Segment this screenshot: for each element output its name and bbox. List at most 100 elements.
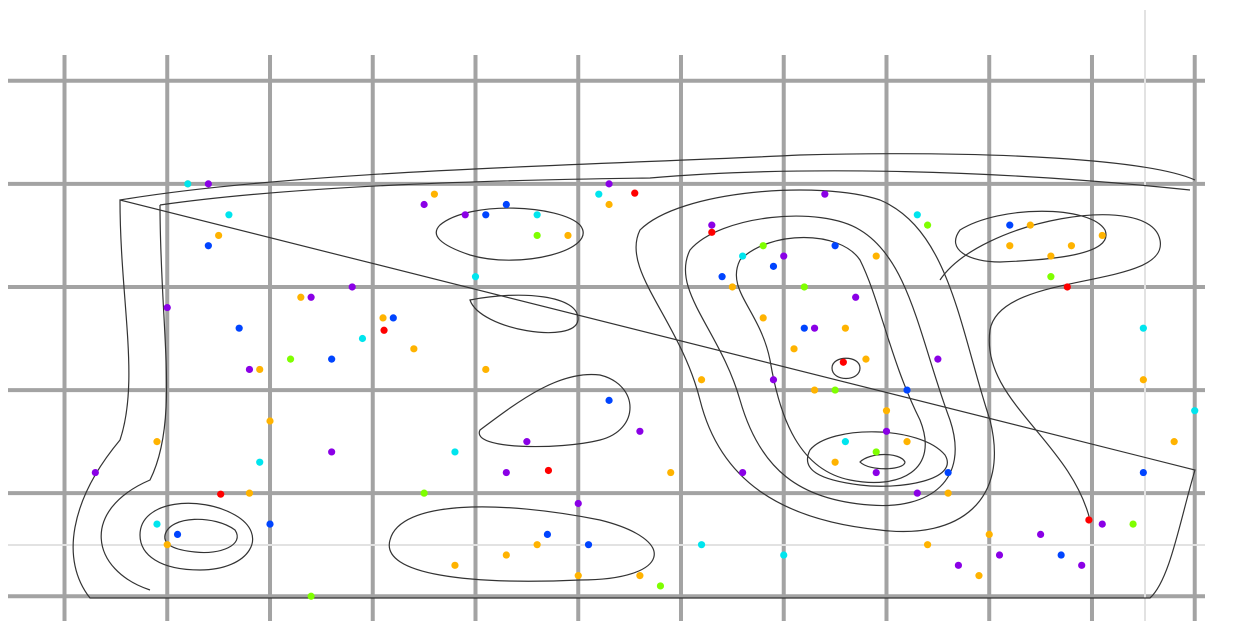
contour [72, 153, 1196, 599]
point [759, 314, 767, 322]
point [245, 365, 254, 374]
contour [806, 431, 948, 487]
point [1078, 561, 1086, 569]
point [872, 468, 880, 477]
point [667, 468, 675, 477]
point [482, 365, 490, 374]
point [739, 468, 747, 477]
point [913, 211, 921, 219]
point [656, 582, 665, 590]
point [1170, 438, 1178, 446]
point [923, 541, 932, 549]
point [903, 438, 911, 446]
point [595, 190, 603, 198]
point [307, 592, 315, 600]
point [934, 355, 942, 363]
point [502, 468, 510, 477]
point [790, 345, 798, 353]
point [266, 417, 274, 425]
contour [100, 170, 1191, 591]
point [544, 466, 553, 475]
contour [939, 214, 1161, 521]
point [451, 561, 459, 569]
point [923, 221, 932, 229]
point [769, 376, 778, 384]
point [430, 190, 438, 198]
point [882, 427, 891, 435]
point [1098, 520, 1106, 528]
point [800, 324, 808, 332]
point [944, 489, 952, 497]
point [523, 438, 531, 446]
point [482, 211, 490, 219]
point [1098, 231, 1106, 240]
point [780, 252, 788, 260]
point [708, 228, 716, 236]
point [728, 283, 736, 291]
point [1047, 273, 1055, 281]
point [697, 376, 706, 384]
contour [684, 215, 956, 507]
point [184, 180, 192, 188]
point [841, 438, 849, 446]
point [1047, 252, 1055, 260]
point [380, 326, 388, 334]
point [975, 572, 983, 580]
point [697, 541, 706, 549]
point [91, 468, 99, 477]
point [872, 448, 880, 456]
point [153, 520, 161, 528]
point [1191, 407, 1199, 415]
point [217, 490, 225, 498]
contour [635, 189, 995, 533]
point [1067, 242, 1076, 250]
point [451, 448, 459, 456]
point [471, 273, 480, 281]
point [215, 231, 223, 240]
point [328, 355, 336, 363]
grid [8, 55, 1205, 621]
point [420, 489, 428, 497]
point [389, 314, 397, 322]
point [759, 242, 767, 250]
point [882, 407, 891, 415]
contour [954, 210, 1107, 263]
point [204, 180, 212, 188]
contour [388, 506, 655, 582]
point [358, 334, 367, 343]
point [420, 200, 428, 209]
contour [139, 502, 254, 571]
point [913, 489, 921, 497]
point [944, 468, 952, 477]
point [1057, 551, 1065, 559]
contour [735, 237, 926, 484]
point [297, 293, 305, 301]
point [502, 551, 510, 559]
point [839, 358, 847, 366]
contours [72, 153, 1196, 599]
point [636, 572, 644, 580]
point [1139, 324, 1147, 332]
point [841, 324, 849, 332]
point [1026, 221, 1034, 229]
point [163, 303, 171, 312]
contour [164, 518, 238, 554]
point [533, 231, 541, 240]
point [543, 530, 552, 538]
point [1063, 283, 1071, 291]
point [1037, 530, 1045, 538]
point [245, 489, 254, 497]
point [780, 551, 788, 559]
point [852, 293, 860, 301]
point [584, 541, 593, 549]
point [903, 386, 911, 394]
point [1006, 221, 1014, 229]
point [574, 499, 582, 508]
point [800, 283, 808, 291]
point [235, 324, 243, 332]
point [810, 324, 819, 332]
point [173, 530, 182, 538]
point [831, 386, 839, 394]
